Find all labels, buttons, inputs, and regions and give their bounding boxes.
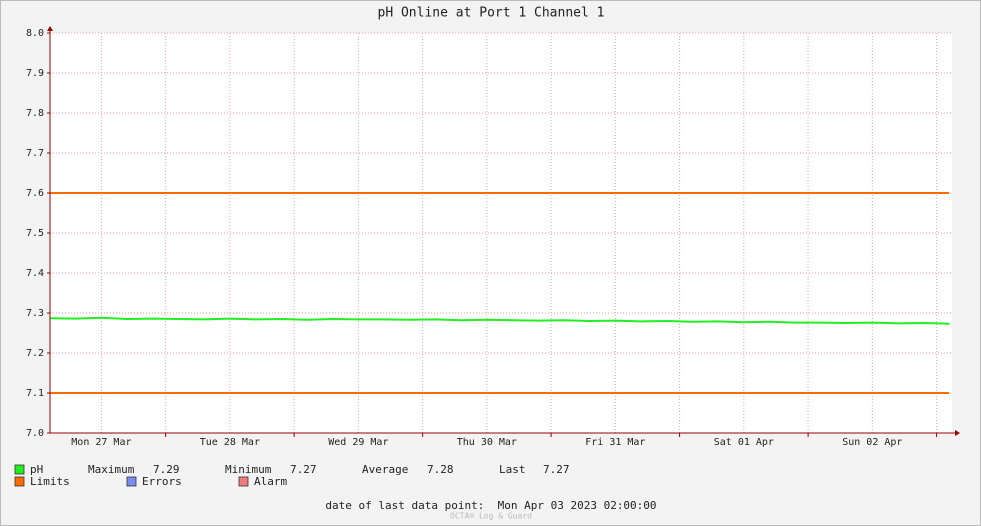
y-tick-label: 7.3 (26, 308, 44, 319)
y-tick-label: 7.9 (26, 68, 44, 79)
x-tick-label: Tue 28 Mar (200, 437, 260, 448)
y-tick-label: 7.2 (26, 348, 44, 359)
stat-value: 7.27 (543, 463, 570, 476)
x-tick-label: Sun 02 Apr (842, 437, 902, 448)
stat-value: 7.29 (153, 463, 180, 476)
chart-title: pH Online at Port 1 Channel 1 (378, 6, 605, 21)
legend-label: pH (30, 463, 43, 476)
axes: 7.0 7.1 7.2 7.3 7.4 7.5 7.6 7.7 7.8 7.9 8.0 Mon 27 … (26, 26, 960, 448)
stat-value: 7.27 (290, 463, 317, 476)
marks (49, 192, 950, 394)
footer: date of last data point: Mon Apr 03 2023… (325, 499, 656, 512)
stat-label: Last (499, 463, 526, 476)
stat-label: Minimum (225, 463, 272, 476)
x-arrow (955, 430, 960, 436)
legend: pH Maximum 7.29 Minimum 7.27 Average 7.28 Last 7… (14, 463, 570, 488)
grid (50, 32, 952, 434)
x-tick-label: Wed 29 Mar (328, 437, 388, 448)
legend-label: Alarm (254, 475, 287, 488)
x-tick-label: Mon 27 Mar (71, 437, 131, 448)
x-tick-label: Fri 31 Mar (585, 437, 645, 448)
stat-label: Average (362, 463, 408, 476)
y-tick-label: 7.8 (26, 108, 44, 119)
y-tick-label: 7.6 (26, 188, 44, 199)
legend-label: Errors (142, 475, 182, 488)
y-tick-label: 7.0 (26, 428, 44, 439)
stat-value: 7.28 (427, 463, 454, 476)
x-tick-label: Sat 01 Apr (714, 437, 774, 448)
stat-label: Maximum (88, 463, 135, 476)
x-tick-label: Thu 30 Mar (457, 437, 517, 448)
y-tick-label: 7.5 (26, 228, 44, 239)
y-arrow (47, 26, 53, 31)
watermark: OCTA® Log & Guard (450, 512, 532, 521)
y-tick-label: 7.4 (26, 268, 44, 279)
legend-swatch (14, 476, 25, 487)
data-line (49, 316, 950, 325)
y-tick-label: 7.7 (26, 148, 44, 159)
y-tick-label: 8.0 (26, 28, 44, 39)
legend-swatch (126, 476, 137, 487)
legend-label: Limits (30, 475, 70, 488)
legend-swatch (238, 476, 249, 487)
legend-swatch (14, 464, 25, 475)
y-tick-label: 7.1 (26, 388, 44, 399)
